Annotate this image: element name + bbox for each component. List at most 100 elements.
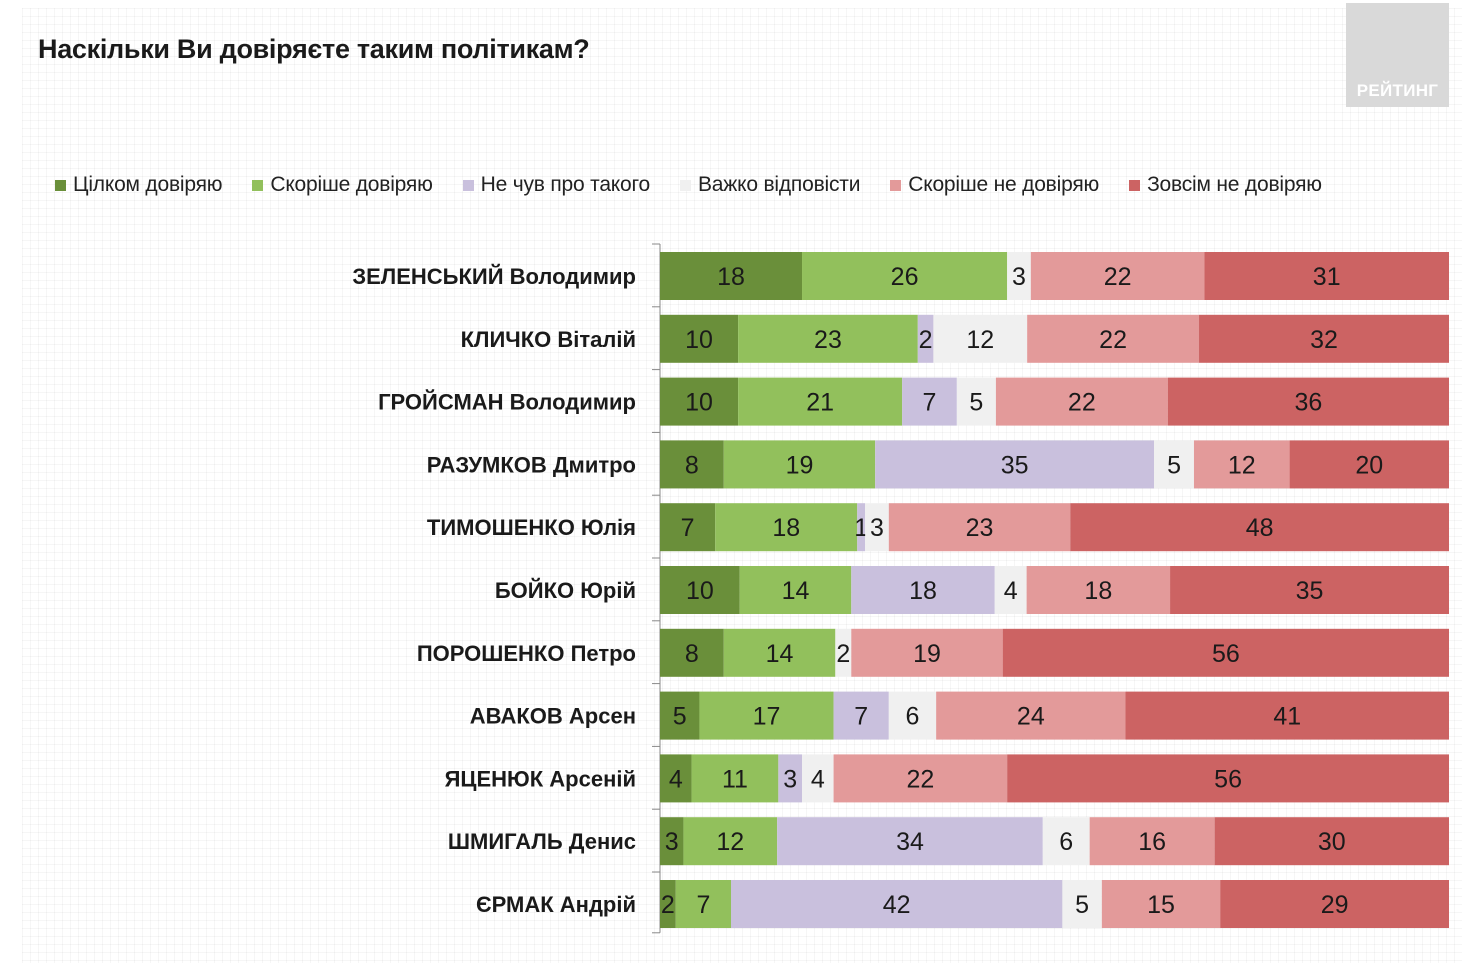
category-label: ЗЕЛЕНСЬКИЙ Володимир — [352, 264, 636, 289]
bar-segment — [723, 440, 876, 489]
bar-segment — [802, 252, 1008, 300]
data-label: 14 — [782, 577, 810, 605]
data-label: 23 — [966, 514, 994, 542]
bar-segment — [888, 691, 937, 740]
data-label: 16 — [1138, 828, 1166, 856]
bar-segment — [675, 880, 732, 928]
logo-text: РЕЙТИНГ — [1356, 81, 1439, 100]
data-label: 15 — [1147, 891, 1175, 919]
bar-segment — [660, 691, 700, 740]
chart-title: Наскільки Ви довіряєте таким політикам? — [38, 34, 590, 64]
bar-segment — [739, 566, 852, 614]
bar-segment — [1007, 252, 1031, 300]
data-label: 34 — [896, 828, 924, 856]
legend-swatch — [679, 179, 691, 191]
bar-segment — [865, 503, 889, 552]
data-label: 1 — [854, 514, 868, 542]
data-label: 29 — [1321, 891, 1349, 919]
data-label: 3 — [1012, 263, 1026, 291]
bar-segment — [1220, 880, 1449, 928]
bar-segment — [833, 754, 1008, 803]
category-label: БОЙКО Юрій — [495, 578, 636, 603]
data-label: 5 — [673, 703, 687, 731]
data-label: 2 — [836, 640, 850, 668]
data-label: 22 — [1104, 263, 1132, 291]
bar-segment — [917, 314, 934, 363]
bar-segment — [738, 377, 903, 426]
legend-swatch — [462, 179, 474, 191]
bar-segment — [660, 566, 740, 614]
legend-item-1: Скоріше довіряю — [252, 173, 433, 197]
bar-segment — [715, 503, 858, 552]
category-label: ЯЦЕНЮК Арсеній — [445, 766, 636, 791]
data-label: 2 — [919, 326, 933, 354]
data-label: 10 — [686, 577, 714, 605]
legend: Цілком довіряю Скоріше довіряю Не чув про … — [55, 170, 1352, 200]
data-label: 32 — [1310, 326, 1338, 354]
legend-label: Важко відповісти — [697, 173, 861, 196]
legend-item-3: Важко відповісти — [679, 173, 861, 197]
data-label: 18 — [717, 263, 745, 291]
bar-segment — [1167, 377, 1449, 426]
bar-segment — [777, 817, 1043, 866]
bar-segment — [1199, 314, 1449, 363]
legend-item-2: Не чув про такого — [462, 173, 651, 197]
data-label: 7 — [681, 514, 695, 542]
data-label: 6 — [906, 703, 920, 731]
bar-segment — [994, 566, 1027, 614]
data-label: 21 — [806, 389, 834, 417]
data-label: 19 — [786, 451, 814, 479]
legend-item-0: Цілком довіряю — [55, 173, 223, 197]
bar-segment — [1070, 503, 1449, 552]
bar-segment — [1089, 817, 1215, 866]
bar-segment — [857, 503, 866, 552]
rating-logo: РЕЙТИНГ — [1346, 3, 1449, 107]
data-label: 5 — [969, 389, 983, 417]
category-label: РАЗУМКОВ Дмитро — [427, 452, 636, 477]
bar-segment — [683, 817, 778, 866]
data-label: 7 — [696, 891, 710, 919]
category-label: ГРОЙСМАН Володимир — [378, 390, 636, 415]
bar-segment — [1214, 817, 1449, 866]
bar-segment — [1026, 566, 1171, 614]
bar-segment — [723, 628, 836, 677]
bar-segment — [995, 377, 1168, 426]
data-label: 5 — [1167, 451, 1181, 479]
bar-segment — [1030, 252, 1205, 300]
data-label: 4 — [1004, 577, 1018, 605]
category-label: АВАКОВ Арсен — [470, 704, 636, 729]
bar-segment — [699, 691, 834, 740]
legend-label: Скоріше не довіряю — [908, 173, 1100, 196]
bar-segment — [731, 880, 1063, 928]
data-label: 5 — [1075, 891, 1089, 919]
data-label: 26 — [891, 263, 919, 291]
bar-segment — [660, 440, 724, 489]
legend-swatch — [252, 179, 264, 191]
category-label: ЄРМАК Андрій — [476, 892, 636, 917]
data-label: 4 — [811, 765, 825, 793]
bar-segment — [835, 628, 852, 677]
legend-label: Зовсім не довіряю — [1147, 173, 1322, 196]
data-label: 22 — [1099, 326, 1127, 354]
data-label: 8 — [685, 451, 699, 479]
bar-segment — [660, 377, 739, 426]
bar-segment — [660, 314, 739, 363]
category-label: ТИМОШЕНКО Юлія — [427, 515, 636, 540]
legend-label: Скоріше довіряю — [270, 173, 433, 196]
bar-segment — [660, 754, 692, 803]
bar-segment — [1154, 440, 1194, 489]
bar-segment — [660, 628, 724, 677]
bar-segment — [1125, 691, 1449, 740]
data-label: 12 — [1228, 451, 1256, 479]
data-label: 22 — [906, 765, 934, 793]
legend-swatch — [890, 179, 902, 191]
data-label: 18 — [909, 577, 937, 605]
data-label: 7 — [923, 389, 937, 417]
bar-segment — [902, 377, 957, 426]
data-label: 17 — [753, 703, 781, 731]
bar-segment — [1002, 628, 1449, 677]
data-label: 56 — [1214, 765, 1242, 793]
data-label: 12 — [966, 326, 994, 354]
legend-label: Не чув про такого — [480, 173, 651, 196]
